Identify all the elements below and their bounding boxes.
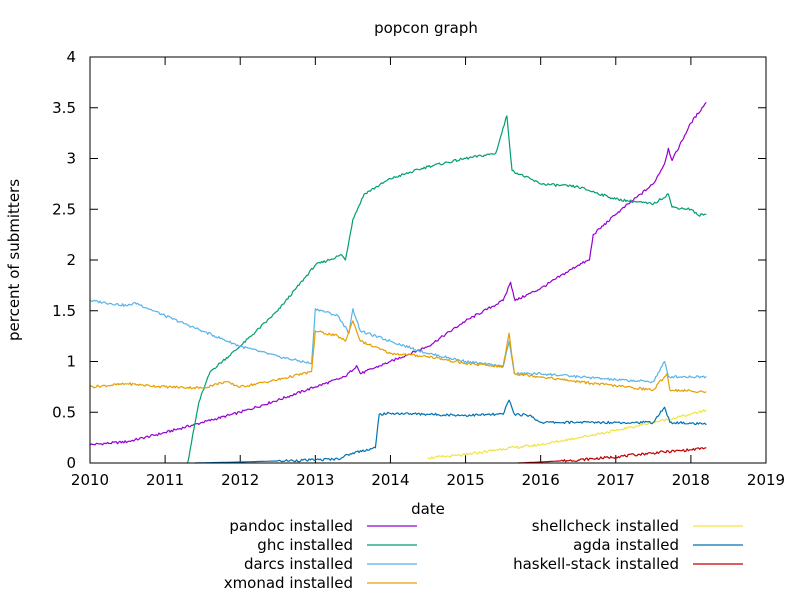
y-tick-label: 0.5 [52,403,76,421]
y-tick-label: 2 [66,251,76,269]
legend-label-ghc: ghc installed [257,536,353,554]
x-axis-label: date [411,500,445,518]
series-line-xmonad [89,320,707,394]
x-tick-label: 2013 [296,471,334,489]
plot-frame [89,56,767,464]
x-tick-label: 2019 [747,471,785,489]
y-tick-label: 4 [66,48,76,66]
legend-label-xmonad: xmonad installed [224,574,353,592]
y-tick-label: 1 [66,353,76,371]
legend-label-agda: agda installed [573,536,679,554]
series-line-pandoc [89,102,707,446]
y-tick-label: 1.5 [52,302,76,320]
x-tick-label: 2017 [597,471,635,489]
chart-title: popcon graph [374,19,478,37]
x-tick-label: 2012 [221,471,259,489]
series-group [89,102,707,464]
x-tick-label: 2010 [71,471,109,489]
y-axis-label: percent of submitters [5,179,23,341]
legend-label-pandoc: pandoc installed [229,517,353,535]
x-tick-label: 2016 [522,471,560,489]
y-tick-label: 3 [66,150,76,168]
y-axis: 0 0.5 1 1.5 2 2.5 3 3.5 4 [52,48,766,472]
x-tick-label: 2015 [446,471,484,489]
legend-label-darcs: darcs installed [244,555,353,573]
x-tick-label: 2011 [146,471,184,489]
series-line-shellcheck [427,409,707,460]
series-line-ghc [187,115,707,464]
legend-label-shellcheck: shellcheck installed [532,517,679,535]
series-line-darcs [89,299,707,384]
x-tick-label: 2018 [672,471,710,489]
series-line-haskell-stack [517,447,707,464]
legend-label-haskell-stack: haskell-stack installed [513,555,679,573]
x-tick-label: 2014 [371,471,409,489]
series-line-agda [194,399,707,464]
y-tick-label: 2.5 [52,200,76,218]
y-tick-label: 0 [66,454,76,472]
y-tick-label: 3.5 [52,99,76,117]
x-axis: 2010 2011 2012 2013 2014 2015 2016 2017 2018 2019 [71,57,785,489]
